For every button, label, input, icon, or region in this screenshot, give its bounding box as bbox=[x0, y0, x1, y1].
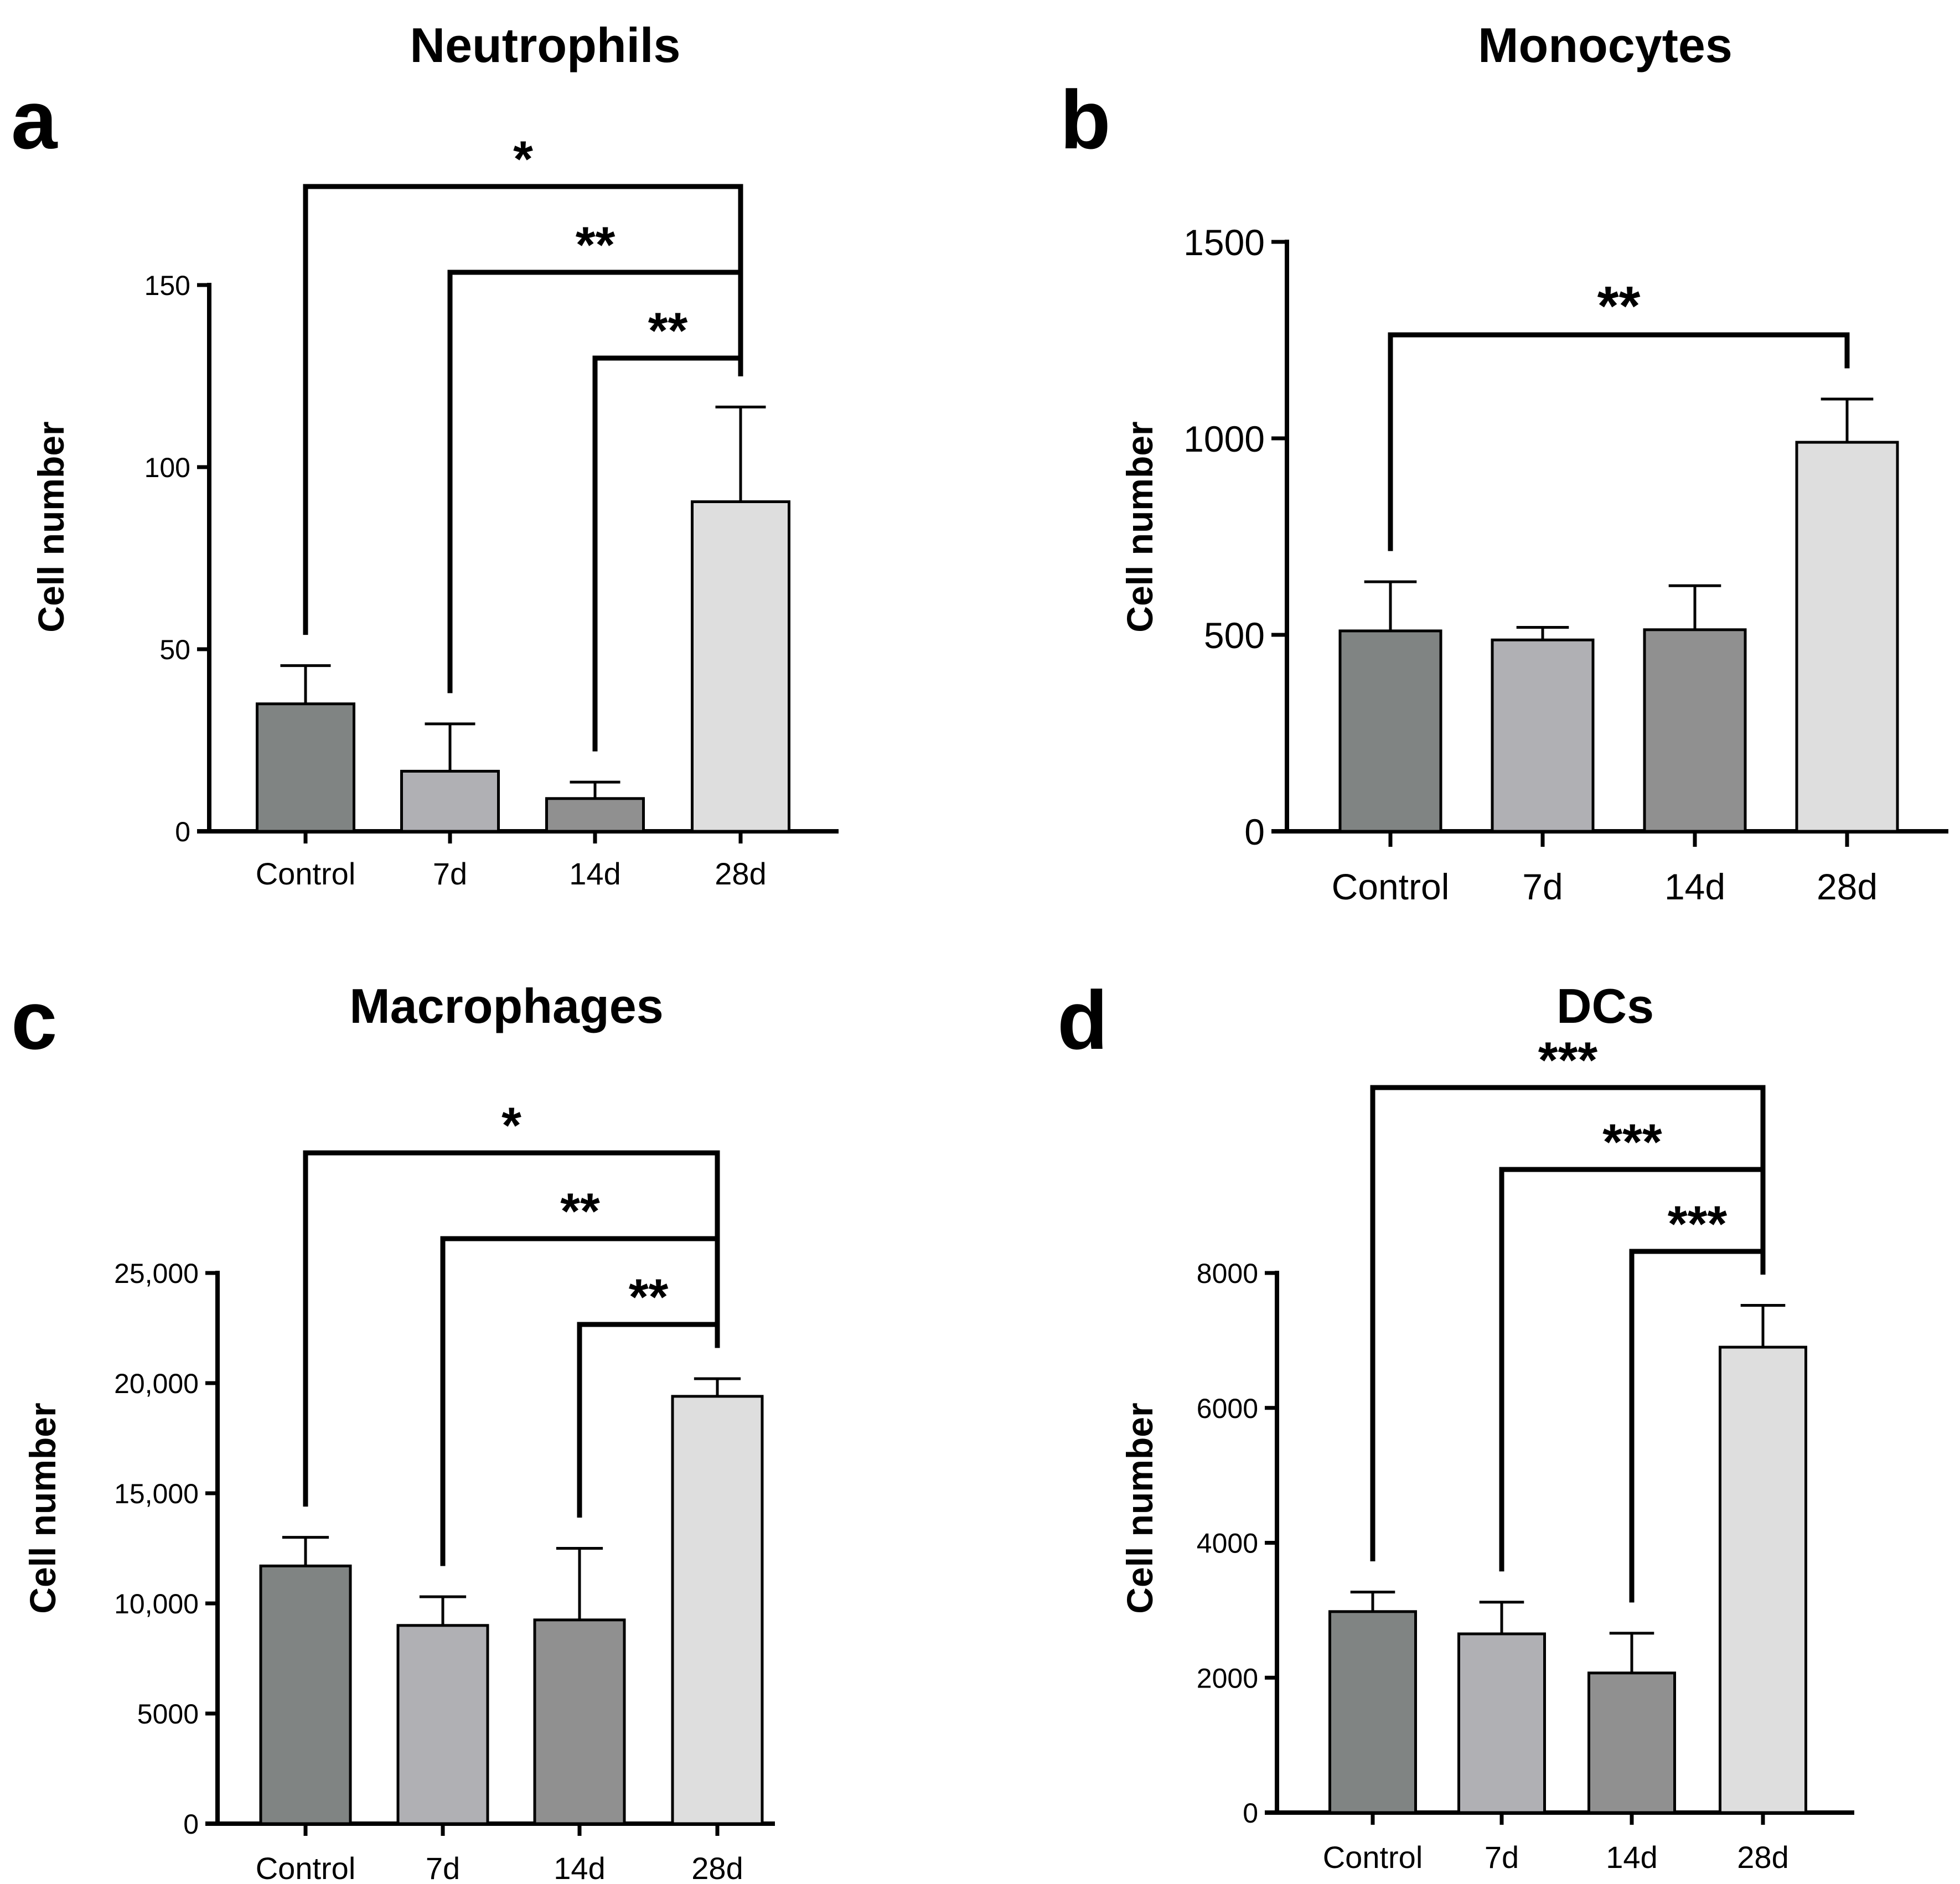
significance-bracket bbox=[577, 1322, 720, 1518]
y-tick-label: 1500 bbox=[1183, 222, 1265, 263]
y-tick-label: 4000 bbox=[1197, 1528, 1258, 1559]
x-tick-label: Control bbox=[1323, 1840, 1423, 1875]
bar-control bbox=[1328, 1610, 1417, 1814]
y-tick-label: 20,000 bbox=[114, 1368, 199, 1399]
panel-title: Monocytes bbox=[1478, 18, 1733, 73]
y-tick-label: 8000 bbox=[1197, 1258, 1258, 1289]
x-tick-label: Control bbox=[256, 1851, 356, 1884]
x-tick-label: Control bbox=[1332, 866, 1450, 907]
y-tick-label: 0 bbox=[1243, 1798, 1258, 1829]
y-tick-label: 10,000 bbox=[114, 1588, 199, 1619]
y-axis-label: Cell number bbox=[1119, 421, 1160, 632]
x-tick-label: 14d bbox=[569, 856, 620, 891]
significance-label: ** bbox=[560, 1183, 600, 1240]
y-tick-label: 0 bbox=[183, 1809, 199, 1840]
y-tick-label: 150 bbox=[144, 270, 190, 301]
x-tick-label: 7d bbox=[1485, 1840, 1519, 1875]
significance-bracket bbox=[1370, 1085, 1766, 1561]
bar-28d bbox=[671, 1395, 764, 1825]
panel-a: a Neutrophils Cell number 0 50 100 150 Contr… bbox=[11, 18, 839, 891]
bar-14d bbox=[1587, 1671, 1676, 1814]
bar-28d bbox=[1719, 1345, 1807, 1814]
panel-letter: c bbox=[11, 974, 57, 1067]
x-tick-label: 14d bbox=[1664, 866, 1725, 907]
bar-14d bbox=[545, 797, 645, 833]
y-tick-label: 1000 bbox=[1183, 418, 1265, 459]
significance-bracket bbox=[592, 355, 743, 752]
y-tick-label: 6000 bbox=[1197, 1393, 1258, 1424]
x-tick-label: 14d bbox=[1606, 1840, 1657, 1875]
y-axis-label: Cell number bbox=[22, 1402, 63, 1613]
significance-label: *** bbox=[1538, 1032, 1598, 1089]
bar-7d bbox=[1491, 638, 1595, 833]
y-tick-label: 100 bbox=[144, 452, 190, 483]
significance-bracket bbox=[440, 1236, 720, 1566]
significance-label: ** bbox=[648, 303, 688, 359]
significance-bracket bbox=[1388, 332, 1850, 551]
panel-title: DCs bbox=[1556, 979, 1654, 1033]
bar-7d bbox=[396, 1624, 489, 1825]
significance-label: * bbox=[513, 131, 533, 188]
bar-7d bbox=[400, 769, 500, 833]
significance-bracket bbox=[1499, 1167, 1766, 1572]
x-tick-label: 28d bbox=[691, 1851, 743, 1884]
panel-d: d DCs Cell number 0 2000 4000 6000 8000 Contr… bbox=[1057, 974, 1854, 1875]
y-axis-label: Cell number bbox=[30, 421, 71, 632]
x-tick-label: 7d bbox=[433, 856, 467, 891]
significance-label: ** bbox=[576, 217, 616, 273]
y-tick-label: 2000 bbox=[1197, 1663, 1258, 1694]
panel-letter: d bbox=[1057, 974, 1108, 1067]
significance-bracket bbox=[447, 270, 743, 693]
y-tick-label: 0 bbox=[175, 816, 190, 847]
panel-b: b Monocytes Cell number 0 500 1000 1500 Cont… bbox=[1060, 18, 1948, 907]
y-tick-label: 50 bbox=[159, 634, 190, 665]
panel-letter: a bbox=[11, 73, 58, 166]
panel-letter: b bbox=[1060, 73, 1111, 166]
x-tick-label: 7d bbox=[1522, 866, 1563, 907]
panel-c: c Macrophages Cell number 0 5000 10,000 15,… bbox=[11, 974, 775, 1884]
significance-label: * bbox=[501, 1098, 521, 1154]
significance-label: *** bbox=[1668, 1196, 1728, 1252]
x-tick-label: 28d bbox=[1817, 866, 1878, 907]
significance-label: *** bbox=[1602, 1114, 1662, 1171]
y-tick-label: 0 bbox=[1244, 811, 1265, 852]
x-tick-label: 14d bbox=[554, 1851, 605, 1884]
significance-bracket bbox=[303, 1150, 720, 1507]
x-tick-label: 28d bbox=[715, 856, 766, 891]
significance-bracket bbox=[303, 184, 743, 635]
bar-14d bbox=[1643, 628, 1747, 833]
x-tick-label: Control bbox=[256, 856, 356, 891]
y-axis-label: Cell number bbox=[1119, 1402, 1160, 1613]
bar-control bbox=[1338, 629, 1442, 833]
bar-control bbox=[256, 702, 355, 833]
significance-label: ** bbox=[629, 1269, 669, 1326]
bar-28d bbox=[1795, 441, 1899, 833]
bar-28d bbox=[691, 500, 790, 833]
y-tick-label: 5000 bbox=[137, 1699, 199, 1730]
y-tick-label: 25,000 bbox=[114, 1258, 199, 1289]
panel-title: Macrophages bbox=[349, 979, 663, 1033]
bar-7d bbox=[1457, 1632, 1546, 1814]
x-tick-label: 28d bbox=[1737, 1840, 1788, 1875]
y-tick-label: 500 bbox=[1204, 615, 1265, 656]
x-tick-label: 7d bbox=[426, 1851, 460, 1884]
significance-bracket bbox=[1629, 1249, 1766, 1603]
panel-title: Neutrophils bbox=[410, 18, 681, 73]
significance-label: ** bbox=[1597, 275, 1641, 337]
bar-control bbox=[259, 1564, 352, 1825]
y-tick-label: 15,000 bbox=[114, 1478, 199, 1509]
bar-14d bbox=[533, 1618, 626, 1825]
